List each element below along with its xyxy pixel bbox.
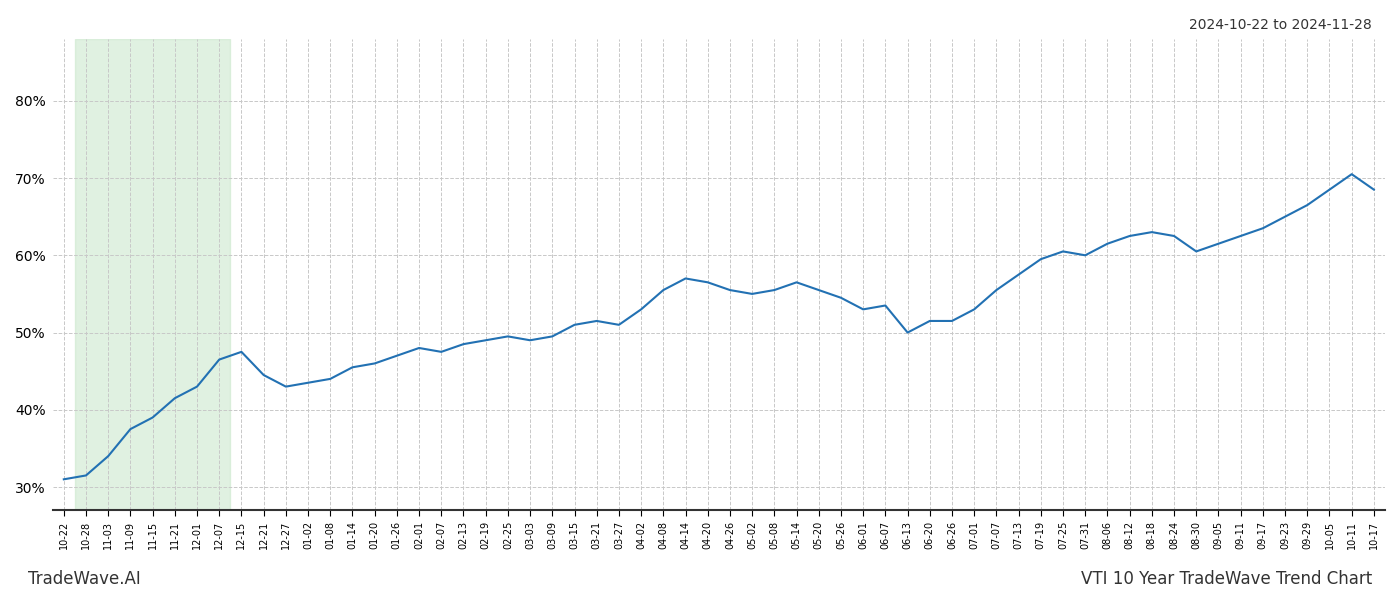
Text: TradeWave.AI: TradeWave.AI	[28, 570, 141, 588]
Text: 2024-10-22 to 2024-11-28: 2024-10-22 to 2024-11-28	[1189, 18, 1372, 32]
Text: VTI 10 Year TradeWave Trend Chart: VTI 10 Year TradeWave Trend Chart	[1081, 570, 1372, 588]
Bar	[74, 39, 231, 510]
